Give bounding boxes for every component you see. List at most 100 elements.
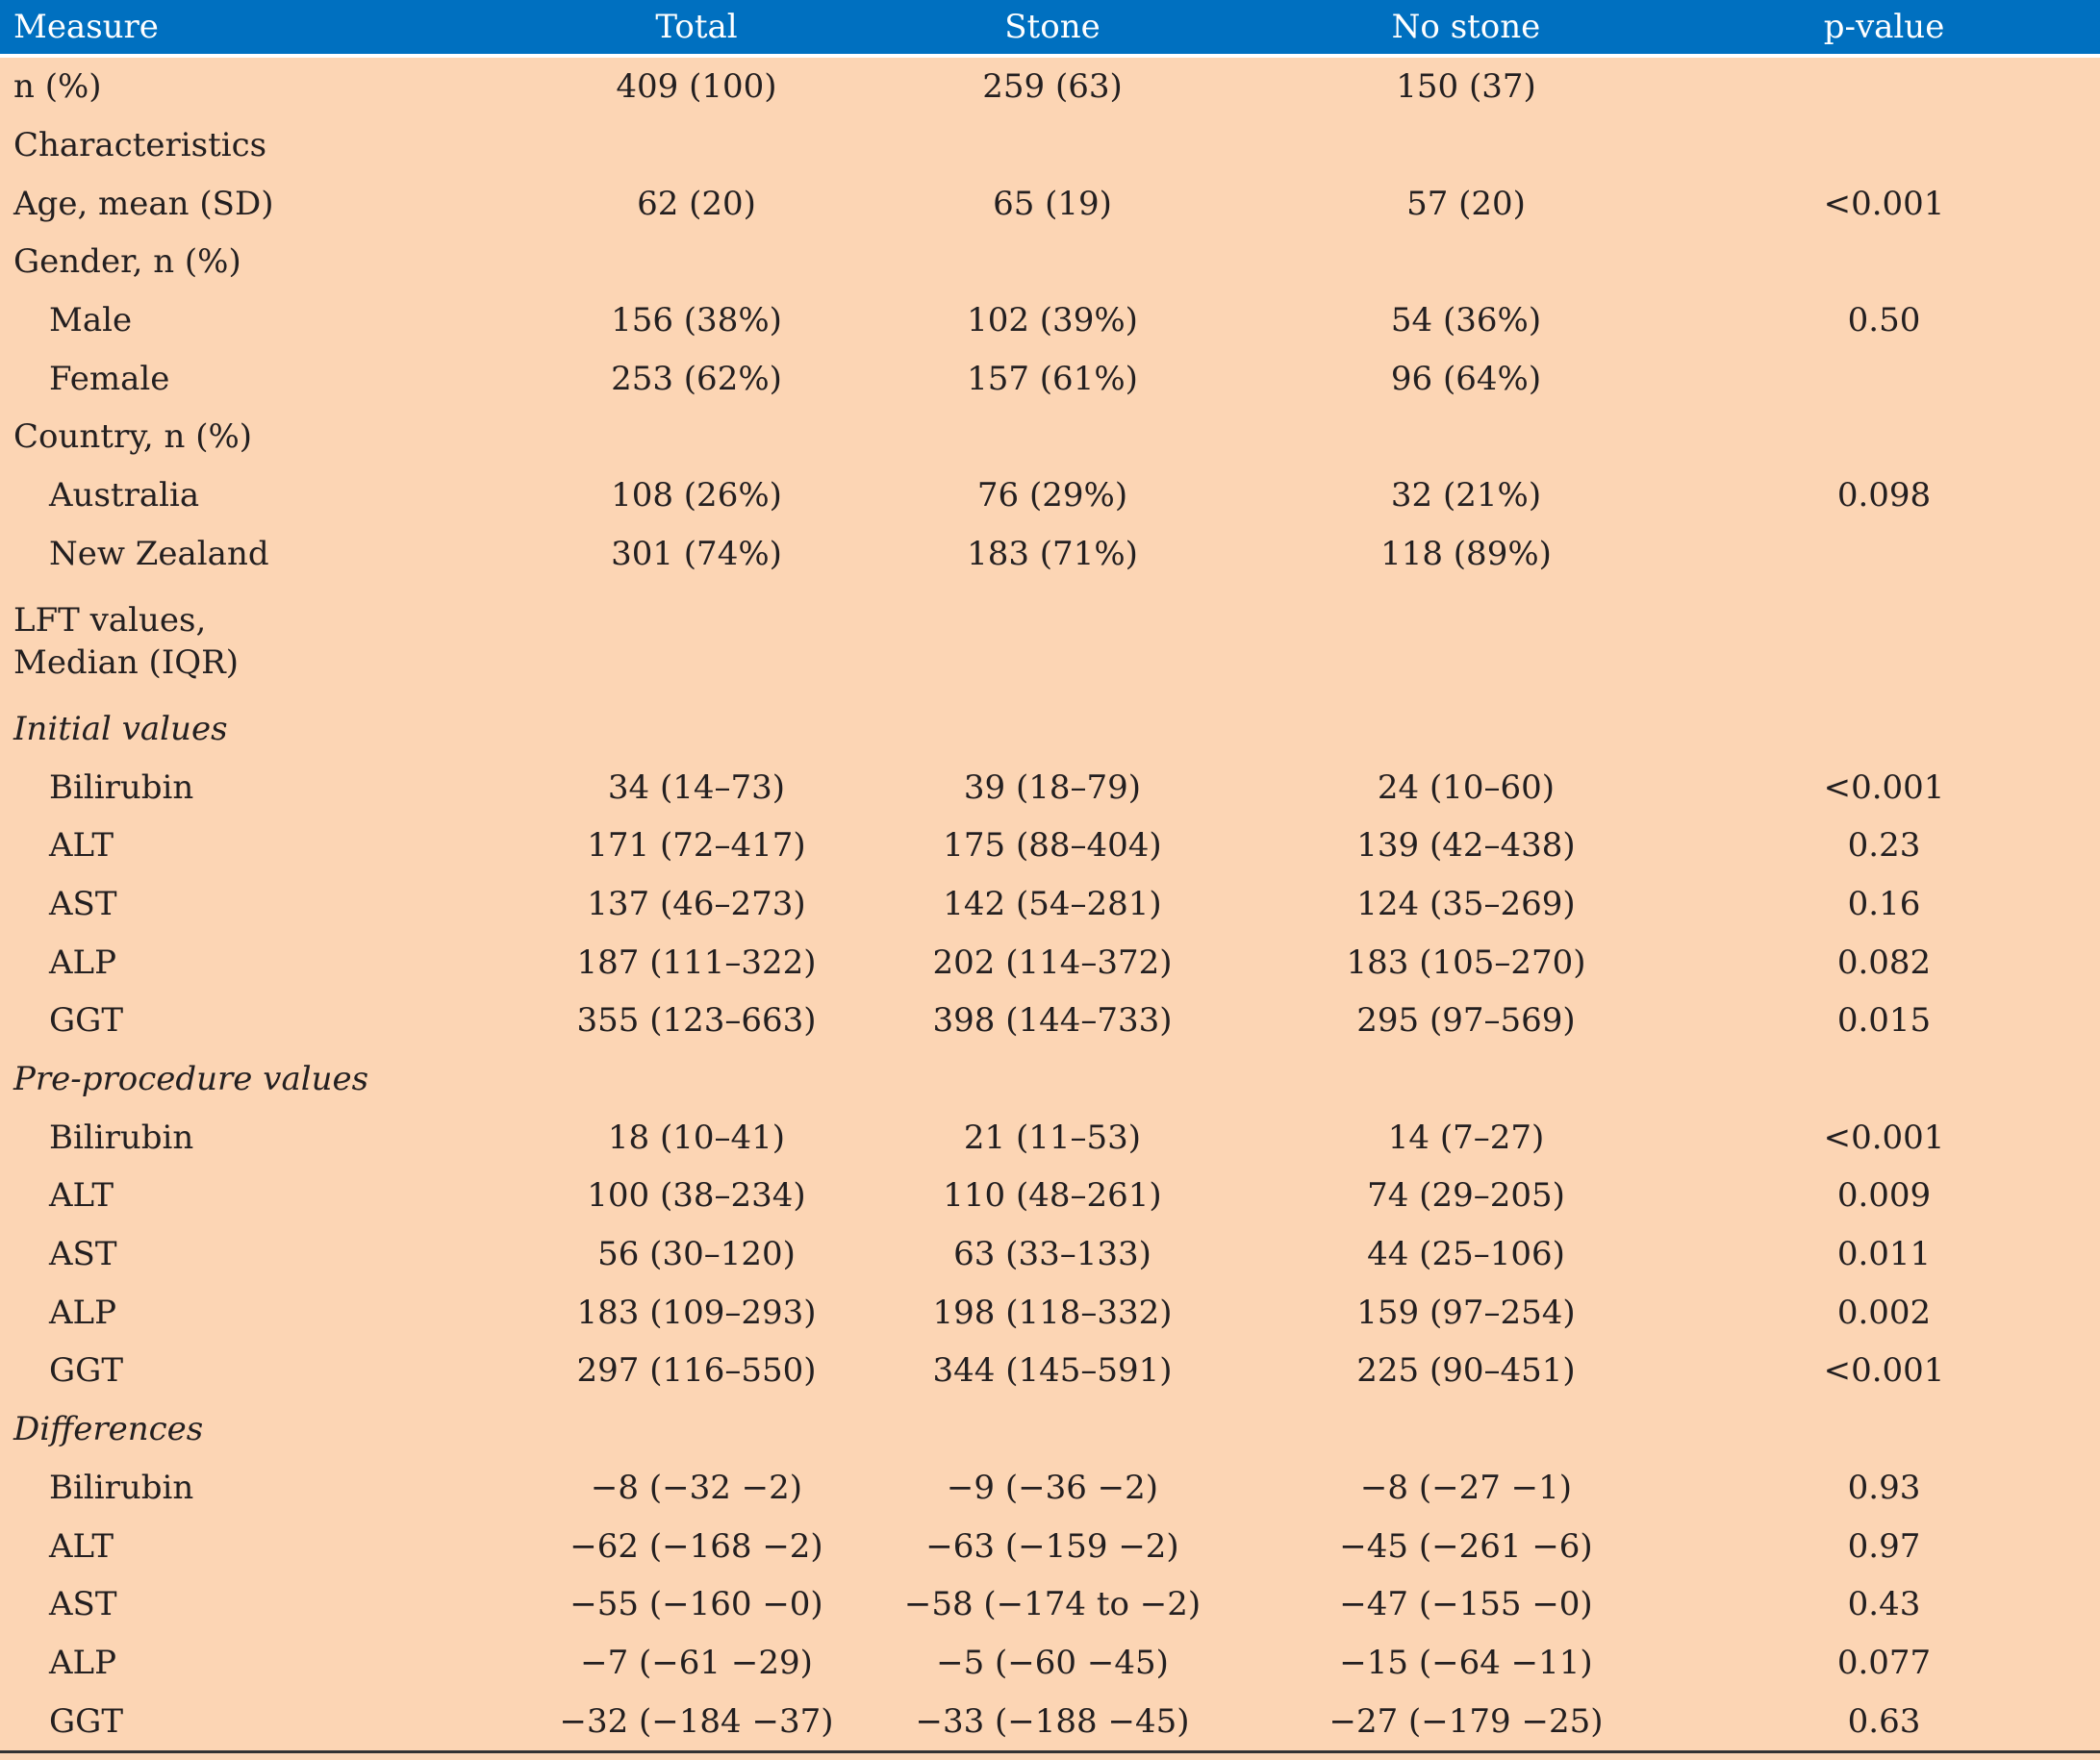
- cell-total: −32 (−184 −37): [559, 1701, 834, 1741]
- header-stone: Stone: [1004, 8, 1101, 46]
- cell-total: [552, 700, 841, 759]
- row-label: AST: [49, 1235, 117, 1274]
- row-label: Australia: [49, 476, 200, 515]
- cell-p-value: <0.001: [1823, 184, 1945, 223]
- cell-no-stone: 295 (97–569): [1356, 1001, 1576, 1041]
- table-row: ALT 100 (38–234) 110 (48–261) 74 (29–205) 0.…: [0, 1167, 2100, 1225]
- cell-p-value: [1668, 583, 2100, 699]
- cell-no-stone: 183 (105–270): [1346, 943, 1586, 982]
- row-label: GGT: [49, 1701, 123, 1741]
- cell-no-stone: [1264, 116, 1668, 175]
- cell-no-stone: 124 (35–269): [1356, 884, 1576, 923]
- cell-stone: [841, 116, 1264, 175]
- row-label: Pre-procedure values: [13, 1060, 369, 1099]
- cell-stone: 39 (18–79): [963, 767, 1142, 807]
- cell-no-stone: 32 (21%): [1390, 476, 1542, 515]
- table-row: New Zealand 301 (74%) 183 (71%) 118 (89%): [0, 525, 2100, 584]
- row-label-line: Median (IQR): [13, 642, 239, 682]
- cell-total: 18 (10–41): [607, 1118, 786, 1157]
- cell-stone: 202 (114–372): [932, 943, 1173, 982]
- row-label: LFT values, Median (IQR): [0, 583, 552, 699]
- cell-total: 108 (26%): [611, 476, 782, 515]
- row-label: Male: [49, 301, 133, 340]
- header-no-stone: No stone: [1391, 8, 1541, 46]
- header-total: Total: [655, 8, 738, 46]
- table-row: GGT 297 (116–550) 344 (145–591) 225 (90–451…: [0, 1342, 2100, 1400]
- row-label: ALT: [49, 1176, 114, 1216]
- row-label: ALP: [49, 943, 117, 982]
- cell-no-stone: −8 (−27 −1): [1359, 1468, 1573, 1507]
- cell-stone: 102 (39%): [967, 301, 1138, 340]
- cell-total: 253 (62%): [611, 359, 782, 398]
- cell-total: 171 (72–417): [587, 826, 806, 866]
- cell-p-value: 0.93: [1847, 1468, 1921, 1507]
- cell-no-stone: 57 (20): [1406, 184, 1526, 223]
- cell-p-value: 0.082: [1836, 943, 1932, 982]
- table-row: ALP −7 (−61 −29) −5 (−60 −45) −15 (−64 −11)…: [0, 1634, 2100, 1693]
- cell-stone: −33 (−188 −45): [915, 1701, 1190, 1741]
- table-row: Pre-procedure values: [0, 1050, 2100, 1109]
- cell-p-value: 0.16: [1847, 884, 1921, 923]
- table-row: n (%) 409 (100) 259 (63) 150 (37): [0, 56, 2100, 116]
- cell-stone: 198 (118–332): [932, 1293, 1173, 1332]
- cell-stone: 175 (88–404): [943, 826, 1162, 866]
- cell-p-value: [1668, 233, 2100, 291]
- cell-no-stone: 118 (89%): [1380, 534, 1552, 573]
- cell-stone: 21 (11–53): [963, 1118, 1142, 1157]
- table-row: Characteristics: [0, 116, 2100, 175]
- cell-no-stone: 150 (37): [1396, 67, 1536, 107]
- table-row: Initial values: [0, 700, 2100, 759]
- row-label: New Zealand: [49, 534, 269, 573]
- cell-total: −55 (−160 −0): [569, 1585, 823, 1624]
- cell-stone: 142 (54–281): [943, 884, 1162, 923]
- table-row: LFT values, Median (IQR): [0, 583, 2100, 699]
- table-row: ALT 171 (72–417) 175 (88–404) 139 (42–438) 0…: [0, 817, 2100, 875]
- header-p-value: p-value: [1823, 8, 1945, 46]
- cell-p-value: [1668, 56, 2100, 116]
- row-label: Gender, n (%): [13, 242, 241, 282]
- row-label-line: LFT values,: [13, 600, 207, 640]
- table-row: Country, n (%): [0, 408, 2100, 466]
- cell-no-stone: 14 (7–27): [1387, 1118, 1545, 1157]
- cell-no-stone: −15 (−64 −11): [1339, 1643, 1593, 1682]
- cell-total: 34 (14–73): [607, 767, 786, 807]
- cell-total: 183 (109–293): [576, 1293, 817, 1332]
- cell-total: −7 (−61 −29): [580, 1643, 813, 1682]
- cell-p-value: 0.098: [1836, 476, 1932, 515]
- table-row: Male 156 (38%) 102 (39%) 54 (36%) 0.50: [0, 291, 2100, 350]
- cell-p-value: 0.009: [1836, 1176, 1932, 1216]
- cell-total: 187 (111–322): [576, 943, 817, 982]
- cell-p-value: 0.50: [1847, 301, 1921, 340]
- cell-stone: 183 (71%): [967, 534, 1138, 573]
- cell-total: 297 (116–550): [576, 1351, 817, 1391]
- cell-p-value: 0.43: [1847, 1585, 1921, 1624]
- cell-stone: 110 (48–261): [943, 1176, 1162, 1216]
- cell-no-stone: [1264, 700, 1668, 759]
- table-row: ALP 187 (111–322) 202 (114–372) 183 (105–27…: [0, 933, 2100, 992]
- header-row: Measure Total Stone No stone p-value: [0, 0, 2100, 56]
- cell-no-stone: −47 (−155 −0): [1339, 1585, 1593, 1624]
- cell-stone: [841, 700, 1264, 759]
- table-row: ALT −62 (−168 −2) −63 (−159 −2) −45 (−261 −…: [0, 1517, 2100, 1575]
- cell-stone: −63 (−159 −2): [925, 1526, 1179, 1566]
- cell-stone: [841, 583, 1264, 699]
- cell-no-stone: [1264, 1050, 1668, 1109]
- cell-p-value: 0.63: [1847, 1701, 1921, 1741]
- table-row: ALP 183 (109–293) 198 (118–332) 159 (97–254…: [0, 1283, 2100, 1342]
- cell-p-value: [1668, 700, 2100, 759]
- row-label: GGT: [49, 1351, 123, 1391]
- cell-total: [552, 1050, 841, 1109]
- cell-no-stone: [1264, 233, 1668, 291]
- cell-p-value: 0.002: [1836, 1293, 1932, 1332]
- cell-stone: [841, 233, 1264, 291]
- cell-stone: 398 (144–733): [932, 1001, 1173, 1041]
- cell-total: 409 (100): [616, 67, 777, 107]
- cell-no-stone: 74 (29–205): [1367, 1176, 1565, 1216]
- cell-no-stone: 139 (42–438): [1356, 826, 1576, 866]
- cell-total: 62 (20): [637, 184, 756, 223]
- cell-total: 156 (38%): [611, 301, 782, 340]
- cell-total: 301 (74%): [611, 534, 782, 573]
- cell-no-stone: 159 (97–254): [1356, 1293, 1576, 1332]
- cell-stone: 344 (145–591): [932, 1351, 1173, 1391]
